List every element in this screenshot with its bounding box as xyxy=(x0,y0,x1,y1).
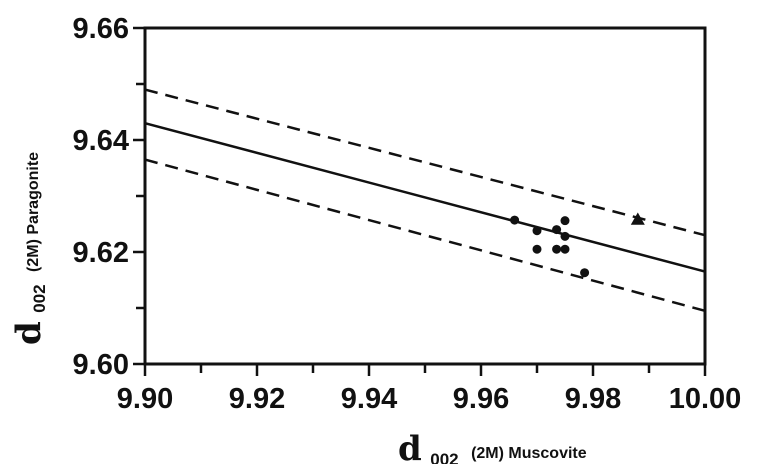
regression-line-solid xyxy=(144,121,706,273)
x-tick-label: 9.94 xyxy=(341,383,397,415)
x-tick-label: 9.96 xyxy=(453,383,509,415)
data-point-circle xyxy=(552,225,562,235)
y-axis-title-text: (2M) Paragonite xyxy=(25,152,42,272)
y-tick-label: 9.62 xyxy=(73,237,129,269)
x-axis-title-d: d xyxy=(398,429,422,464)
data-points xyxy=(510,212,645,278)
x-axis-title-sub: 002 xyxy=(430,450,458,464)
x-tick-labels: 9.90 9.92 9.94 9.96 9.98 10.00 xyxy=(117,383,742,415)
data-point-circle xyxy=(532,244,542,254)
data-point-circle xyxy=(580,268,590,278)
x-axis-title: d 002 (2M) Muscovite xyxy=(398,429,587,464)
y-tick-label: 9.66 xyxy=(73,13,129,45)
regression-lines xyxy=(144,88,706,313)
data-point-triangle xyxy=(630,212,645,225)
y-tick-labels: 9.60 9.62 9.64 9.66 xyxy=(73,13,129,381)
bound-line-dashed xyxy=(144,88,706,237)
y-tick-label: 9.64 xyxy=(73,125,129,157)
x-axis-title-text: (2M) Muscovite xyxy=(471,445,587,462)
x-tick-label: 9.92 xyxy=(229,383,285,415)
bound-line-dashed xyxy=(144,158,706,313)
y-axis-title-d: d xyxy=(9,321,49,345)
data-point-circle xyxy=(560,244,570,254)
x-tick-label: 9.90 xyxy=(117,383,173,415)
data-point-circle xyxy=(560,216,570,226)
data-point-circle xyxy=(532,226,542,236)
axis-ticks xyxy=(133,26,707,376)
plot-frame xyxy=(143,26,707,366)
y-axis-title-sub: 002 xyxy=(30,284,49,312)
data-point-circle xyxy=(560,231,570,241)
x-tick-label: 9.98 xyxy=(565,383,621,415)
data-point-circle xyxy=(510,215,520,225)
y-tick-label: 9.60 xyxy=(73,349,129,381)
data-point-circle xyxy=(552,244,562,254)
y-axis-title: d 002 (2M) Paragonite xyxy=(9,152,49,345)
x-tick-label: 10.00 xyxy=(669,383,742,415)
